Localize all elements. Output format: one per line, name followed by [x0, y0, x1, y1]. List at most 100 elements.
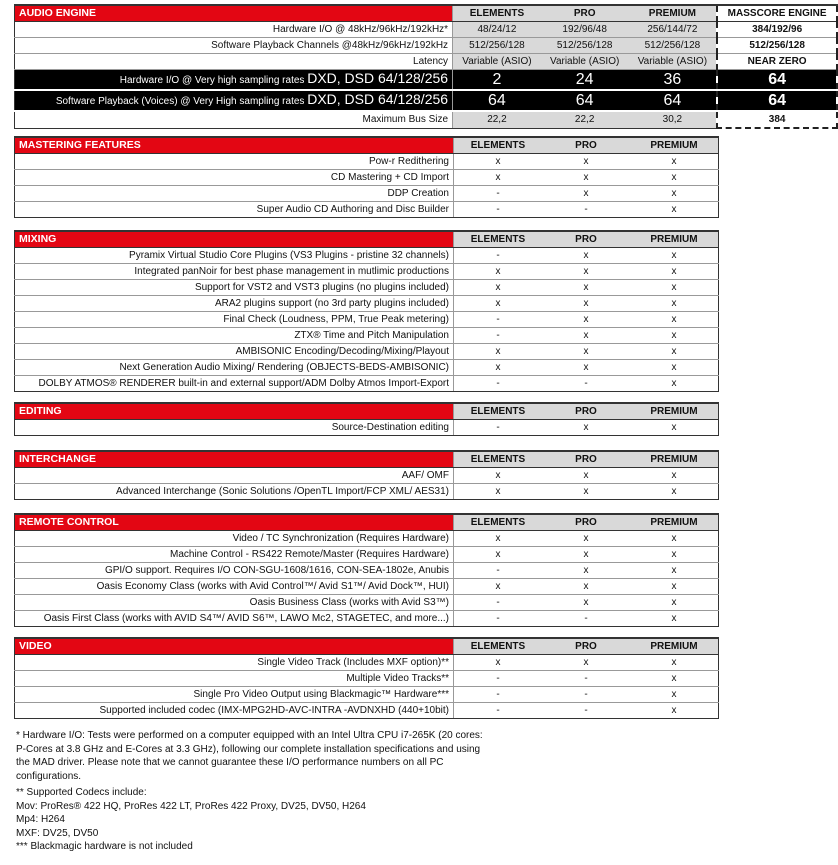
cell-value: x [453, 153, 542, 170]
cell-value: x [630, 419, 719, 436]
table-row: Multiple Video Tracks** - - x [14, 670, 719, 687]
row-label: AAF/ OMF [14, 467, 454, 484]
row-label: Single Pro Video Output using Blackmagic… [14, 686, 454, 703]
column-header: PRO [542, 136, 630, 154]
cell-value: x [453, 578, 542, 595]
cell-value: 2 [452, 69, 541, 91]
table-row: Super Audio CD Authoring and Disc Builde… [14, 201, 719, 218]
cell-value: 64 [716, 90, 838, 112]
section-table-mixing: MIXING ELEMENTS PRO PREMIUM Pyramix Virtual … [14, 230, 719, 392]
cell-value: 256/144/72 [628, 21, 718, 38]
cell-value: x [542, 419, 630, 436]
row-label: Advanced Interchange (Sonic Solutions /O… [14, 483, 454, 500]
cell-value: Variable (ASIO) [540, 53, 629, 70]
section-title: MIXING [14, 230, 454, 248]
row-label: Support for VST2 and VST3 plugins (no pl… [14, 279, 454, 296]
table-row: ZTX® Time and Pitch Manipulation - x x [14, 327, 719, 344]
table-row: Hardware I/O @ Very high sampling rates … [13, 69, 838, 91]
cell-value: x [542, 654, 630, 671]
row-label: Final Check (Loudness, PPM, True Peak me… [14, 311, 454, 328]
cell-value: x [630, 594, 719, 611]
section-header-row: MIXING ELEMENTS PRO PREMIUM [14, 230, 719, 248]
row-label: GPI/O support. Requires I/O CON-SGU-1608… [14, 562, 454, 579]
cell-value: x [542, 153, 630, 170]
row-label-text: Maximum Bus Size [362, 114, 449, 126]
cell-value: 64 [540, 90, 629, 112]
cell-value: x [542, 562, 630, 579]
table-row: CD Mastering + CD Import x x x [14, 169, 719, 186]
footnote-line: * Hardware I/O: Tests were performed on … [16, 730, 483, 782]
cell-value: x [630, 359, 719, 376]
cell-value: x [630, 185, 719, 202]
column-header: PRO [540, 4, 629, 22]
row-label: Oasis Economy Class (works with Avid Con… [14, 578, 454, 595]
section-table-interchange: INTERCHANGE ELEMENTS PRO PREMIUM AAF/ OMF x x x… [14, 450, 719, 500]
column-header: PRO [542, 230, 630, 248]
column-header: PREMIUM [630, 637, 719, 655]
column-header: MASSCORE ENGINE [716, 4, 838, 22]
column-header: PREMIUM [630, 402, 719, 420]
section-title: INTERCHANGE [14, 450, 454, 468]
table-row: Software Playback (Voices) @ Very High s… [13, 90, 838, 112]
row-label-emphasis: DXD, DSD 64/128/256 [307, 70, 449, 86]
cell-value: Variable (ASIO) [452, 53, 541, 70]
section-title: EDITING [14, 402, 454, 420]
section-table-remote-control: REMOTE CONTROL ELEMENTS PRO PREMIUM Video / … [14, 513, 719, 627]
column-header: PREMIUM [630, 230, 719, 248]
column-header: ELEMENTS [452, 4, 541, 22]
row-label: Multiple Video Tracks** [14, 670, 454, 687]
section-header-row: INTERCHANGE ELEMENTS PRO PREMIUM [14, 450, 719, 468]
cell-value: - [453, 670, 542, 687]
table-row: Single Pro Video Output using Blackmagic… [14, 686, 719, 703]
cell-value: Variable (ASIO) [628, 53, 718, 70]
cell-value: x [453, 343, 542, 360]
column-header: PRO [542, 513, 630, 531]
cell-value: x [542, 295, 630, 312]
cell-value: 512/256/128 [716, 37, 838, 54]
cell-value: - [542, 670, 630, 687]
table-row: Latency Variable (ASIO) Variable (ASIO) Var… [13, 53, 838, 70]
section-header-row: VIDEO ELEMENTS PRO PREMIUM [14, 637, 719, 655]
cell-value: 22,2 [452, 111, 541, 129]
cell-value: - [542, 610, 630, 627]
cell-value: x [630, 654, 719, 671]
table-row: Source-Destination editing - x x [14, 419, 719, 436]
table-row: Pyramix Virtual Studio Core Plugins (VS3… [14, 247, 719, 264]
cell-value: 24 [540, 69, 629, 91]
cell-value: 30,2 [628, 111, 718, 129]
row-label-text: Software Playback (Voices) @ Very High s… [55, 96, 305, 107]
row-label: Pow-r Redithering [14, 153, 454, 170]
cell-value: x [542, 343, 630, 360]
cell-value: x [542, 546, 630, 563]
row-label: DOLBY ATMOS® RENDERER built-in and exter… [14, 375, 454, 392]
table-row: Maximum Bus Size 22,2 22,2 30,2 384 [13, 111, 838, 129]
cell-value: x [542, 311, 630, 328]
cell-value: 384/192/96 [716, 21, 838, 38]
cell-value: x [542, 594, 630, 611]
row-label: ARA2 plugins support (no 3rd party plugi… [14, 295, 454, 312]
row-label: Super Audio CD Authoring and Disc Builde… [14, 201, 454, 218]
cell-value: x [630, 546, 719, 563]
section-header-row: REMOTE CONTROL ELEMENTS PRO PREMIUM [14, 513, 719, 531]
cell-value: - [453, 311, 542, 328]
cell-value: - [453, 247, 542, 264]
row-label: Source-Destination editing [14, 419, 454, 436]
table-row: AMBISONIC Encoding/Decoding/Mixing/Playo… [14, 343, 719, 360]
row-label-text: Hardware I/O @ 48kHz/96kHz/192kHz* [272, 24, 449, 35]
cell-value: x [630, 327, 719, 344]
cell-value: x [453, 295, 542, 312]
cell-value: - [453, 594, 542, 611]
column-header: ELEMENTS [453, 136, 542, 154]
cell-value: x [542, 578, 630, 595]
section-title: REMOTE CONTROL [14, 513, 454, 531]
cell-value: x [453, 654, 542, 671]
cell-value: x [542, 263, 630, 280]
cell-value: x [453, 467, 542, 484]
cell-value: 192/96/48 [540, 21, 629, 38]
footnote-line: *** Blackmagic hardware is not included [16, 841, 193, 852]
row-label-text: Latency [413, 56, 449, 67]
cell-value: 384 [716, 111, 838, 129]
row-label: Machine Control - RS422 Remote/Master (R… [14, 546, 454, 563]
row-label: Software Playback Channels @48kHz/96kHz/… [13, 37, 454, 54]
footnote-line: Mp4: H264 [16, 814, 65, 825]
